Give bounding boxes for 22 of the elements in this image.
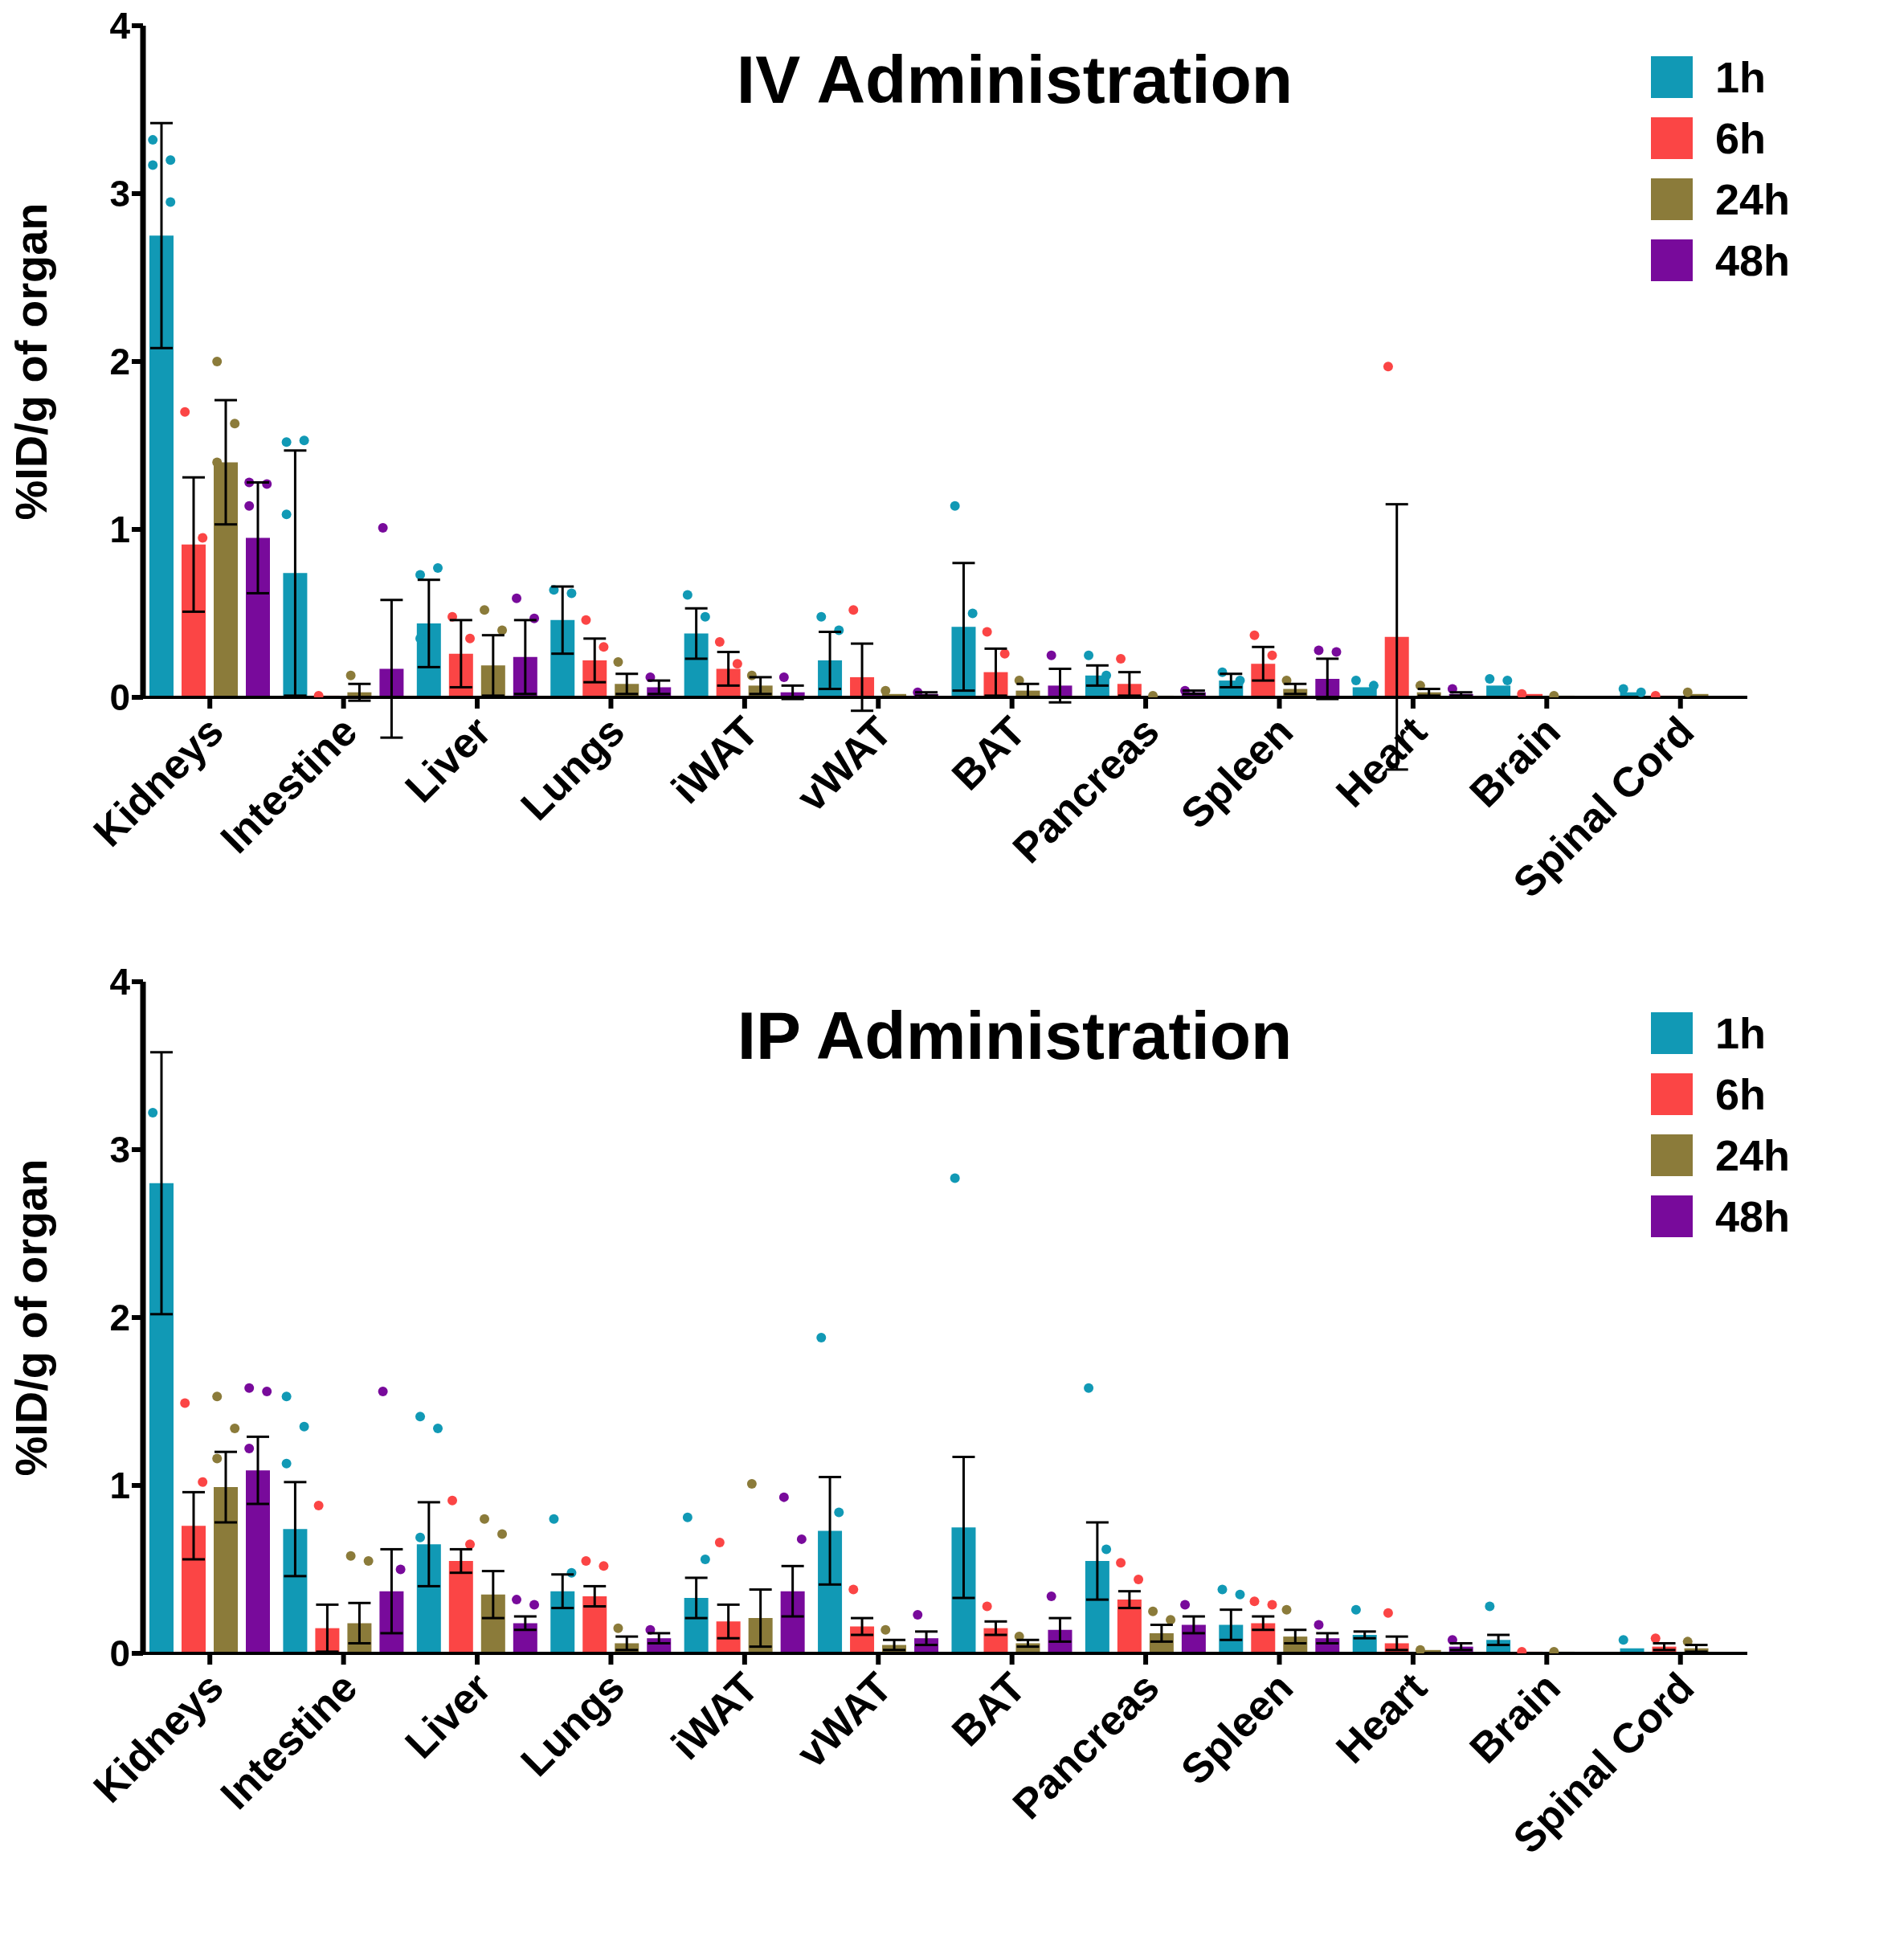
y-tick-label: 2 bbox=[109, 341, 130, 383]
y-tick-label: 3 bbox=[109, 1129, 130, 1171]
y-tick-label: 1 bbox=[109, 509, 130, 551]
legend-label: 48h bbox=[1714, 1191, 1790, 1241]
legend-label: 6h bbox=[1714, 113, 1766, 163]
y-axis-title: %ID/g of organ bbox=[5, 1158, 56, 1477]
y-tick-label: 0 bbox=[109, 1632, 130, 1675]
y-tick-label: 3 bbox=[109, 173, 130, 215]
legend-label: 48h bbox=[1714, 235, 1790, 285]
legend-label: 24h bbox=[1714, 174, 1790, 224]
chart-title: IP Administration bbox=[737, 998, 1293, 1073]
y-tick-label: 0 bbox=[109, 676, 130, 719]
y-tick-label: 4 bbox=[109, 961, 131, 1003]
chart-title: IV Administration bbox=[736, 42, 1293, 117]
legend-label: 6h bbox=[1714, 1069, 1766, 1119]
legend-label: 1h bbox=[1714, 52, 1766, 102]
y-axis-title: %ID/g of organ bbox=[5, 202, 56, 521]
y-tick-label: 2 bbox=[109, 1297, 130, 1339]
y-tick-label: 1 bbox=[109, 1465, 130, 1507]
legend-label: 1h bbox=[1714, 1008, 1766, 1058]
legend-label: 24h bbox=[1714, 1130, 1790, 1180]
y-tick-label: 4 bbox=[109, 5, 131, 47]
